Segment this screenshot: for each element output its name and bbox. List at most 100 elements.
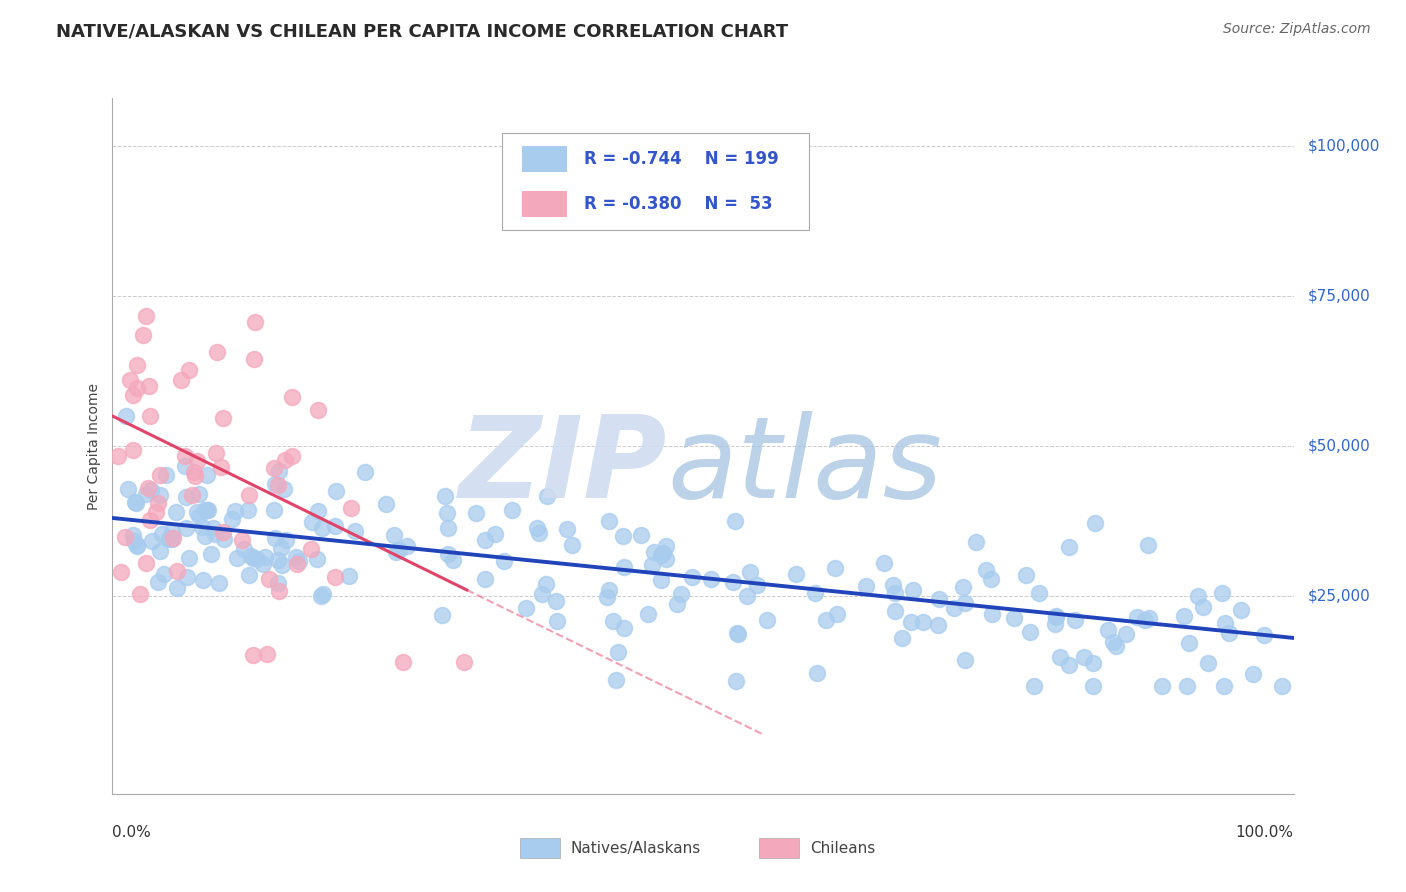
Point <box>382 528 405 542</box>
Point <box>942 601 965 615</box>
Point <box>1024 679 1046 693</box>
Point <box>727 627 749 641</box>
Point <box>855 579 877 593</box>
Point <box>474 533 496 548</box>
Point <box>613 621 636 635</box>
Point <box>208 575 231 590</box>
Point <box>1213 679 1236 693</box>
Point <box>224 504 246 518</box>
Point <box>200 548 222 562</box>
Point <box>395 539 418 553</box>
Point <box>285 557 308 571</box>
Point <box>138 379 160 393</box>
Point <box>270 558 292 572</box>
Point <box>157 532 180 546</box>
Point <box>927 618 949 632</box>
Point <box>1115 627 1137 641</box>
Point <box>152 567 174 582</box>
Point <box>270 541 292 555</box>
Point <box>527 525 550 540</box>
Point <box>160 524 183 539</box>
Point <box>188 508 211 523</box>
Point <box>824 561 846 575</box>
Point <box>785 566 807 581</box>
Point <box>344 524 367 539</box>
Point <box>139 513 162 527</box>
Point <box>202 521 225 535</box>
Point <box>274 533 297 548</box>
Point <box>1241 666 1264 681</box>
Point <box>1045 617 1067 632</box>
Point <box>883 604 905 618</box>
Point <box>911 615 934 630</box>
Point <box>129 587 152 601</box>
Point <box>225 551 247 566</box>
Point <box>1271 679 1294 693</box>
Point <box>965 534 987 549</box>
Point <box>212 532 235 546</box>
Point <box>209 460 232 475</box>
Point <box>613 560 636 574</box>
Text: NATIVE/ALASKAN VS CHILEAN PER CAPITA INCOME CORRELATION CHART: NATIVE/ALASKAN VS CHILEAN PER CAPITA INC… <box>56 22 789 40</box>
Point <box>725 626 748 640</box>
Point <box>814 613 837 627</box>
Point <box>806 665 828 680</box>
Point <box>240 549 263 563</box>
Point <box>149 467 172 482</box>
Point <box>669 587 692 601</box>
Point <box>1028 586 1050 600</box>
Point <box>530 587 553 601</box>
Point <box>285 549 308 564</box>
Point <box>1063 613 1085 627</box>
Point <box>221 511 243 525</box>
Point <box>339 500 361 515</box>
Point <box>1175 679 1198 693</box>
Point <box>735 589 758 603</box>
Text: 0.0%: 0.0% <box>112 825 152 840</box>
Point <box>309 590 332 604</box>
Point <box>135 309 157 323</box>
Point <box>174 521 197 535</box>
Point <box>337 569 360 583</box>
Point <box>900 615 922 629</box>
Point <box>1081 679 1104 693</box>
Point <box>125 538 148 552</box>
Point <box>186 506 208 520</box>
Point <box>724 514 747 528</box>
Point <box>1049 650 1071 665</box>
Point <box>179 550 201 565</box>
Point <box>612 529 634 543</box>
Text: $100,000: $100,000 <box>1308 138 1379 153</box>
Point <box>193 573 215 587</box>
Point <box>1215 615 1237 630</box>
Point <box>187 487 209 501</box>
Point <box>246 552 269 566</box>
Point <box>204 526 226 541</box>
Point <box>136 481 159 495</box>
Point <box>665 597 688 611</box>
Text: Chileans: Chileans <box>810 841 875 855</box>
Point <box>301 516 323 530</box>
Point <box>238 567 260 582</box>
Point <box>159 531 181 545</box>
Point <box>281 390 304 404</box>
Point <box>132 328 155 343</box>
Point <box>723 574 745 589</box>
Point <box>173 449 195 463</box>
Point <box>311 587 333 601</box>
Point <box>269 464 291 478</box>
Point <box>263 477 285 491</box>
Point <box>654 539 676 553</box>
Point <box>1137 538 1160 552</box>
Point <box>177 363 200 377</box>
Text: R = -0.744    N = 199: R = -0.744 N = 199 <box>583 150 779 168</box>
Text: Source: ZipAtlas.com: Source: ZipAtlas.com <box>1223 22 1371 37</box>
Point <box>1097 624 1119 638</box>
Point <box>195 468 218 483</box>
Point <box>928 592 950 607</box>
Point <box>1230 602 1253 616</box>
Point <box>263 503 285 517</box>
Point <box>534 576 557 591</box>
Point <box>1073 650 1095 665</box>
Point <box>1101 634 1123 648</box>
